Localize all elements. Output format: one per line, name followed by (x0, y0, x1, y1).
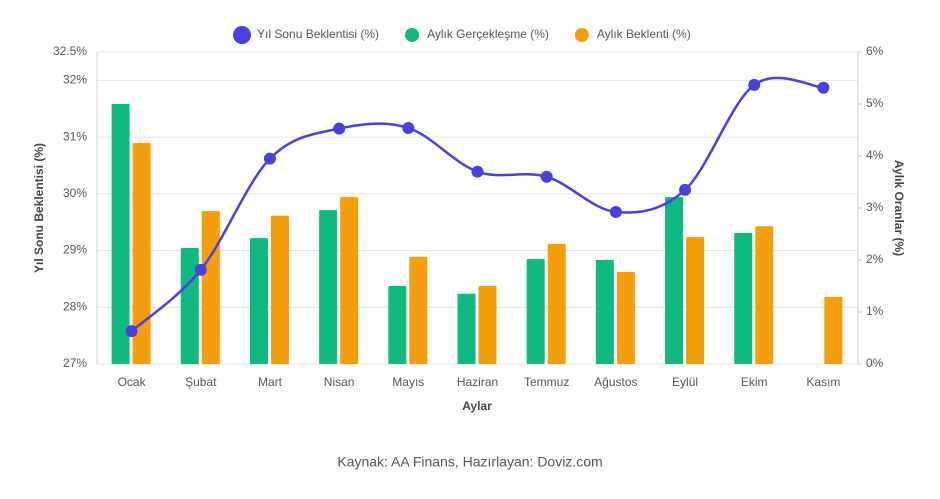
x-tick-label: Temmuz (524, 375, 569, 389)
y2-tick-label: 5% (866, 96, 884, 110)
bar (180, 248, 199, 364)
bar (824, 296, 843, 364)
y-tick-label: 30% (63, 186, 87, 200)
y-tick-label: 32.5% (53, 44, 87, 58)
line (130, 76, 824, 333)
bar (201, 211, 220, 364)
bar (526, 258, 545, 364)
bar (686, 237, 705, 364)
bar (755, 226, 774, 364)
y-tick-label: 32% (63, 73, 87, 87)
line-point (194, 263, 207, 276)
bar (595, 260, 614, 364)
line-point (540, 170, 553, 183)
line-point (333, 122, 346, 135)
source: Kaynak: AA Finans, Hazırlayan: Doviz.com (337, 454, 602, 470)
bar (478, 286, 497, 364)
legend-label: Yıl Sonu Beklentisi (%) (257, 27, 379, 41)
y-tick-label: 27% (63, 356, 87, 370)
bar (249, 238, 268, 364)
legend-marker (405, 28, 420, 42)
line-point (817, 81, 830, 94)
line-point (609, 205, 622, 218)
line-point (748, 78, 761, 91)
bar (734, 232, 753, 364)
bar (616, 271, 635, 364)
x-tick-label: Ocak (118, 375, 147, 389)
x-tick-label: Haziran (457, 375, 498, 389)
bar (270, 215, 289, 364)
line-point (125, 325, 138, 338)
y2-tick-label: 2% (866, 252, 884, 266)
legend-marker (574, 28, 589, 42)
line-point (679, 183, 692, 196)
legend-marker (233, 26, 251, 44)
x-tick-label: Eylül (672, 375, 698, 389)
bar (547, 243, 566, 364)
bar (132, 143, 151, 364)
x-tick-label: Ekim (741, 375, 768, 389)
y-tick-label: 29% (63, 243, 87, 257)
y2-tick-label: 4% (866, 148, 884, 162)
legend-label: Aylık Gerçekleşme (%) (427, 27, 549, 41)
y2-tick-label: 3% (866, 200, 884, 214)
bar (388, 286, 407, 364)
bar (409, 256, 428, 364)
bar (111, 104, 130, 364)
x-tick-label: Kasım (806, 375, 840, 389)
bar (457, 293, 476, 364)
line-point (402, 122, 415, 135)
x-axis-title: Aylar (462, 399, 492, 413)
y2-tick-label: 6% (866, 44, 884, 58)
x-tick-label: Ağustos (594, 375, 637, 389)
x-tick-label: Mart (258, 375, 283, 389)
line-point (263, 152, 276, 165)
x-tick-label: Nisan (324, 375, 355, 389)
legend-label: Aylık Beklenti (%) (597, 27, 691, 41)
y-axis-title: Yıl Sonu Beklentisi (%) (32, 143, 46, 273)
bar (340, 197, 359, 364)
y2-axis-title: Aylık Oranlar (%) (892, 160, 906, 256)
x-tick-label: Mayıs (392, 375, 424, 389)
bar (665, 197, 684, 364)
bar (319, 210, 338, 364)
y-tick-label: 31% (63, 129, 87, 143)
line-point (471, 165, 484, 178)
x-tick-label: Şubat (185, 375, 217, 389)
y2-tick-label: 0% (866, 356, 884, 370)
y-tick-label: 28% (63, 299, 87, 313)
y2-tick-label: 1% (866, 304, 884, 318)
